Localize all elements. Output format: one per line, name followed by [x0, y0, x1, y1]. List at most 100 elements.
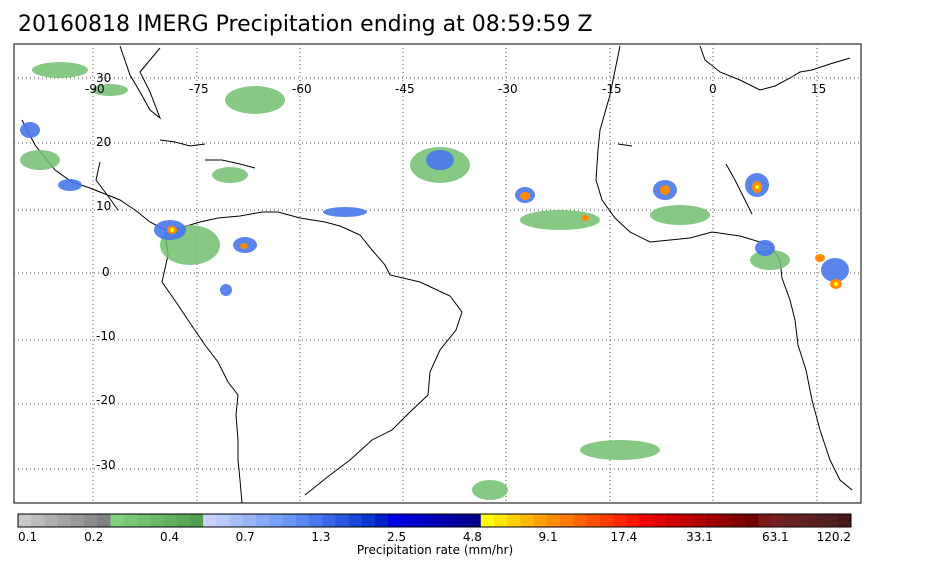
lon-label-30w: -30: [498, 82, 518, 96]
colorbar-swatch: [401, 514, 415, 527]
colorbar-tick-label: 1.3: [311, 530, 330, 544]
colorbar-swatch: [758, 514, 772, 527]
colorbar-swatch: [586, 514, 601, 527]
colorbar-swatch: [692, 514, 706, 527]
colorbar-swatch: [18, 514, 32, 527]
colorbar-swatch: [414, 514, 429, 527]
colorbar-swatch: [123, 514, 138, 527]
colorbar-swatch: [798, 514, 812, 527]
colorbar-swatch: [784, 514, 799, 527]
lon-label-15w: -15: [602, 82, 622, 96]
colorbar-swatch: [441, 514, 455, 527]
colorbar-swatch: [269, 514, 283, 527]
precipitation-field: [20, 62, 849, 500]
colorbar-swatch: [599, 514, 614, 527]
colorbar-tick-label: 63.1: [762, 530, 789, 544]
colorbar-swatch: [613, 514, 627, 527]
colorbar-swatch: [70, 514, 85, 527]
colorbar-swatch: [454, 514, 468, 527]
colorbar-swatch: [467, 514, 482, 527]
lon-label-15e: 15: [811, 82, 826, 96]
colorbar-swatch: [494, 514, 508, 527]
coastlines: [21, 45, 853, 504]
colorbar-swatch: [639, 514, 653, 527]
colorbar-swatch: [137, 514, 151, 527]
colorbar-swatch: [520, 514, 534, 527]
colorbar-swatch: [203, 514, 217, 527]
lat-label-0: 0: [102, 265, 110, 279]
colorbar-swatch: [229, 514, 244, 527]
colorbar-swatch: [533, 514, 548, 527]
colorbar-swatch: [308, 514, 323, 527]
colorbar-tick-label: 0.2: [84, 530, 103, 544]
colorbar-swatch: [322, 514, 336, 527]
lat-label-10n: 10: [96, 199, 111, 213]
colorbar-swatch: [718, 514, 733, 527]
lon-label-45w: -45: [395, 82, 415, 96]
colorbar-swatch: [388, 514, 402, 527]
colorbar-swatch: [97, 514, 111, 527]
colorbar-tick-label: 2.5: [387, 530, 406, 544]
colorbar-tick-label: 0.7: [236, 530, 255, 544]
colorbar-swatch: [110, 514, 125, 527]
colorbar-tick-label: 33.1: [686, 530, 713, 544]
colorbar-swatch: [150, 514, 164, 527]
colorbar-swatch: [679, 514, 693, 527]
colorbar-swatch: [626, 514, 640, 527]
colorbar-swatch: [57, 514, 72, 527]
colorbar-swatch: [732, 514, 746, 527]
colorbar-swatch: [375, 514, 389, 527]
colorbar-swatch: [216, 514, 230, 527]
colorbar-swatch: [256, 514, 270, 527]
colorbar-swatch: [573, 514, 587, 527]
colorbar-swatch: [44, 514, 58, 527]
lon-label-90w: -90: [85, 82, 105, 96]
colorbar-frame: [17, 513, 852, 528]
colorbar-swatch: [811, 514, 825, 527]
colorbar-swatch: [560, 514, 574, 527]
colorbar-swatch: [705, 514, 720, 527]
colorbar-swatch: [282, 514, 296, 527]
graticule: [14, 44, 861, 503]
colorbar-tick-label: 120.2: [817, 530, 851, 544]
colorbar-tick-label: 4.8: [463, 530, 482, 544]
colorbar-ticks: 0.1 0.2 0.4 0.7 1.3 2.5 4.8 9.1 17.4 33.1 63.1 120.…: [18, 530, 851, 544]
colorbar-swatch: [242, 514, 257, 527]
colorbar-swatch: [507, 514, 521, 527]
colorbar-tick-label: 0.4: [160, 530, 179, 544]
lat-label-20s: -20: [96, 393, 116, 407]
colorbar-swatch: [427, 514, 442, 527]
colorbar-swatch: [163, 514, 177, 527]
map-title: 20160818 IMERG Precipitation ending at 0…: [18, 12, 593, 37]
colorbar-swatch: [295, 514, 310, 527]
colorbar-swatches: [18, 514, 852, 527]
colorbar-swatch: [546, 514, 561, 527]
map-frame: [13, 43, 862, 504]
lon-label-60w: -60: [292, 82, 312, 96]
lon-label-75w: -75: [189, 82, 209, 96]
colorbar-swatch: [665, 514, 680, 527]
colorbar-swatch: [824, 514, 839, 527]
colorbar-swatch: [189, 514, 204, 527]
lon-label-0: 0: [709, 82, 717, 96]
colorbar-swatch: [652, 514, 667, 527]
colorbar-swatch: [361, 514, 376, 527]
lat-label-30s: -30: [96, 458, 116, 472]
colorbar-swatch: [348, 514, 363, 527]
colorbar-swatch: [31, 514, 45, 527]
colorbar-swatch: [84, 514, 98, 527]
colorbar-swatch: [745, 514, 759, 527]
colorbar-swatch: [480, 514, 495, 527]
colorbar-swatch: [771, 514, 786, 527]
colorbar-label: Precipitation rate (mm/hr): [357, 543, 513, 557]
lat-label-30n: 30: [96, 71, 111, 85]
lat-label-20n: 20: [96, 135, 111, 149]
colorbar-tick-label: 9.1: [539, 530, 558, 544]
colorbar-swatch: [335, 514, 349, 527]
colorbar-swatch: [176, 514, 191, 527]
colorbar-tick-label: 0.1: [18, 530, 37, 544]
lat-label-10s: -10: [96, 329, 116, 343]
colorbar-tick-label: 17.4: [610, 530, 637, 544]
